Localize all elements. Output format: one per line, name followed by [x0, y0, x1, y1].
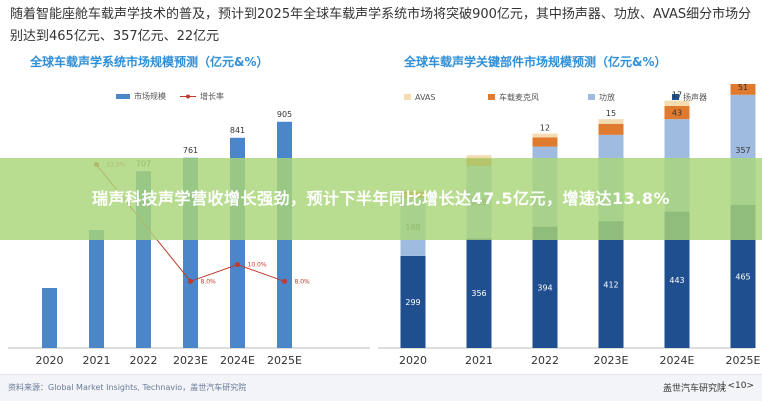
bar-AVAS-2023E	[598, 119, 624, 124]
footer-brand: 盖世汽车研究院	[662, 384, 726, 394]
growth-rate-point-2025E	[282, 278, 287, 284]
legend-swatch-market-size	[116, 94, 130, 99]
bar-label-扬声器-2025E: 465	[735, 272, 750, 281]
bar-AVAS-2024E	[664, 100, 690, 106]
bar-label-扬声器-2020: 299	[405, 298, 420, 307]
x-tick-2025E: 2025E	[726, 354, 761, 367]
x-tick-2023E: 2023E	[173, 354, 208, 367]
bar-车载麦克风-2023E	[598, 123, 624, 135]
bar-label-扬声器-2024E: 443	[669, 276, 684, 285]
bar-扬声器-2022	[532, 226, 558, 348]
bar-AVAS-2021	[466, 155, 492, 159]
legend-label-扬声器: 扬声器	[683, 92, 707, 102]
legend-swatch-功放	[588, 94, 595, 100]
legend-label-功放: 功放	[599, 92, 615, 102]
x-tick-2022: 2022	[531, 354, 559, 367]
bar-label-扬声器-2023E: 412	[603, 281, 618, 290]
bar-车载麦克风-2025E	[730, 84, 756, 95]
legend-label-growth-rate: 增长率	[200, 91, 224, 101]
legend-swatch-车载麦克风	[488, 94, 495, 100]
legend-swatch-扬声器	[672, 94, 679, 100]
bar-AVAS-2022	[532, 133, 558, 138]
headline-text: 瑞声科技声学营收增长强劲，预计下半年同比增长达47.5亿元，增速达13.8%	[92, 189, 670, 208]
bar-market-size-2020	[42, 288, 57, 348]
bar-label-车载麦克风-2024E: 43	[672, 109, 682, 118]
intro-text: 随着智能座舱车载声学技术的普及，预计到2025年全球车载声学系统市场将突破900…	[10, 7, 752, 44]
x-tick-2021: 2021	[465, 354, 493, 367]
legend-swatch-AVAS	[404, 94, 411, 100]
growth-rate-label-2025E: 8.0%	[295, 278, 311, 285]
x-tick-2023E: 2023E	[594, 354, 629, 367]
bar-车载麦克风-2022	[532, 137, 558, 147]
bar-label-扬声器-2022: 394	[537, 283, 552, 292]
growth-rate-point-2024E	[235, 262, 240, 268]
bar-label-扬声器-2021: 356	[471, 289, 486, 298]
source-note: 资料来源：Global Market Insights, Technavio，盖…	[8, 383, 247, 392]
legend-label-AVAS: AVAS	[415, 93, 435, 102]
bar-label-AVAS-2023E: 15	[606, 109, 616, 118]
bar-扬声器-2023E	[598, 221, 624, 348]
bar-market-size-2021	[89, 230, 104, 348]
bar-label-AVAS-2022: 12	[540, 124, 550, 133]
legend-label-market-size: 市场规模	[134, 91, 166, 101]
right-chart-title: 全球车载声学关键部件市场规模预测（亿元&%）	[404, 55, 667, 69]
bar-label-车载麦克风-2025E: 51	[738, 84, 748, 92]
x-tick-2020: 2020	[36, 354, 64, 367]
page-number: | <10>	[721, 381, 754, 391]
bar-label-2023E: 761	[183, 146, 198, 155]
bar-扬声器-2021	[466, 238, 492, 348]
bar-label-2025E: 905	[277, 110, 292, 119]
bar-label-2024E: 841	[230, 126, 245, 135]
x-tick-2022: 2022	[130, 354, 158, 367]
x-tick-2024E: 2024E	[660, 354, 695, 367]
x-tick-2025E: 2025E	[267, 354, 302, 367]
bar-label-功放-2025E: 357	[735, 146, 750, 155]
growth-rate-label-2024E: 10.0%	[248, 262, 267, 269]
legend-label-车载麦克风: 车载麦克风	[499, 92, 539, 102]
legend-marker-growth-rate	[186, 94, 190, 99]
headline-banner: 瑞声科技声学营收增长强劲，预计下半年同比增长达47.5亿元，增速达13.8%	[0, 158, 762, 240]
bar-label-AVAS-2024E: 17	[672, 91, 682, 100]
left-chart-title: 全球车载声学系统市场规模预测（亿元&%）	[30, 55, 269, 69]
growth-rate-label-2023E: 8.0%	[201, 278, 217, 285]
footer: 资料来源：Global Market Insights, Technavio，盖…	[0, 374, 762, 401]
x-tick-2020: 2020	[399, 354, 427, 367]
x-tick-2021: 2021	[83, 354, 111, 367]
bar-车载麦克风-2024E	[664, 105, 690, 120]
x-tick-2024E: 2024E	[220, 354, 255, 367]
growth-rate-point-2023E	[188, 278, 193, 284]
bar-扬声器-2020	[400, 255, 426, 348]
